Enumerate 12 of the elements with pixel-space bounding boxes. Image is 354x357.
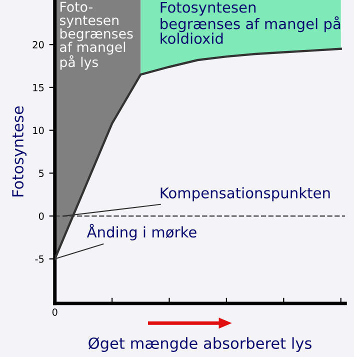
annotation: Foto- syntesen begrænses af mangel på lys bbox=[60, 2, 133, 70]
annotation: Fotosyntesen begrænses af mangel på koldioxid bbox=[160, 2, 340, 44]
y-tick-label: 0 bbox=[38, 212, 44, 220]
y-tick-label: -5 bbox=[35, 255, 44, 263]
y-tick-label: 5 bbox=[39, 170, 44, 177]
y-tick-label: 10 bbox=[33, 126, 44, 134]
x-axis-title: Øget mængde absorberet lys bbox=[88, 337, 312, 352]
annotation: Kompensationspunkten bbox=[160, 187, 330, 202]
y-tick-label: 20 bbox=[32, 41, 44, 48]
annotation: Ånding i mørke bbox=[86, 224, 196, 240]
y-axis-title: Fotosyntese bbox=[12, 106, 27, 196]
y-tick-label: 15 bbox=[33, 84, 44, 92]
